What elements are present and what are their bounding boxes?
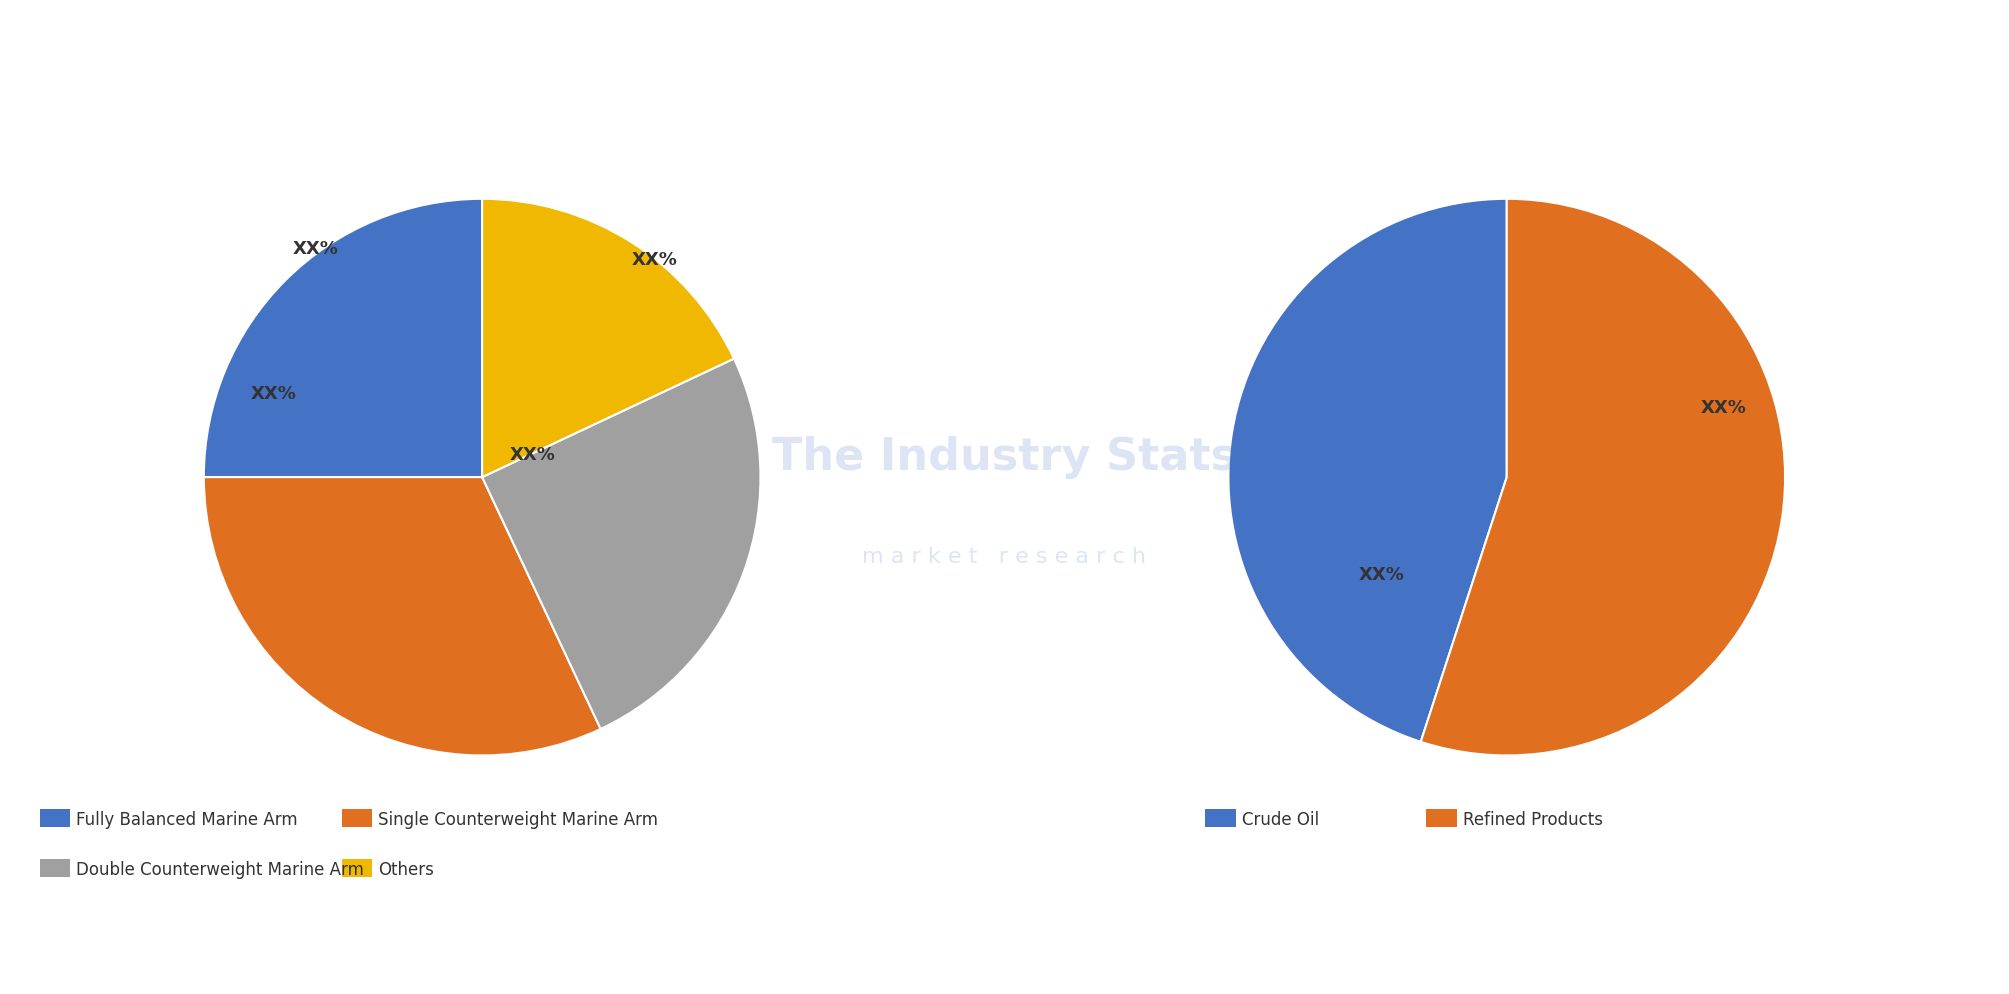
Text: m a r k e t   r e s e a r c h: m a r k e t r e s e a r c h	[862, 547, 1147, 567]
Text: Website: www.theindustrystats.com: Website: www.theindustrystats.com	[1647, 947, 1989, 966]
Text: XX%: XX%	[1358, 566, 1404, 583]
Text: Others: Others	[378, 861, 434, 879]
Bar	[342, 809, 372, 827]
Text: XX%: XX%	[291, 240, 338, 257]
Text: Source: Theindustrystats Analysis: Source: Theindustrystats Analysis	[20, 947, 342, 966]
Text: Double Counterweight Marine Arm: Double Counterweight Marine Arm	[76, 861, 364, 879]
Text: XX%: XX%	[251, 385, 297, 403]
Text: Single Counterweight Marine Arm: Single Counterweight Marine Arm	[378, 811, 657, 829]
Text: The Industry Stats: The Industry Stats	[771, 435, 1238, 479]
Bar	[1205, 809, 1236, 827]
Bar	[342, 859, 372, 877]
Text: XX%: XX%	[631, 251, 677, 269]
Text: XX%: XX%	[1702, 399, 1746, 416]
Wedge shape	[1227, 199, 1507, 742]
Bar	[40, 809, 70, 827]
Wedge shape	[1420, 199, 1786, 755]
Wedge shape	[203, 477, 601, 755]
Wedge shape	[482, 359, 761, 729]
Text: XX%: XX%	[510, 446, 554, 464]
Text: Fully Balanced Marine Arm: Fully Balanced Marine Arm	[76, 811, 297, 829]
Text: Fig. Global Marine Loading Arm Market Share by Product Types & Application: Fig. Global Marine Loading Arm Market Sh…	[24, 38, 1238, 67]
Text: Crude Oil: Crude Oil	[1242, 811, 1318, 829]
Wedge shape	[203, 199, 482, 477]
Text: Refined Products: Refined Products	[1463, 811, 1603, 829]
Bar	[40, 859, 70, 877]
Text: Email: sales@theindustrystats.com: Email: sales@theindustrystats.com	[840, 947, 1169, 966]
Bar	[1426, 809, 1457, 827]
Wedge shape	[482, 199, 733, 477]
